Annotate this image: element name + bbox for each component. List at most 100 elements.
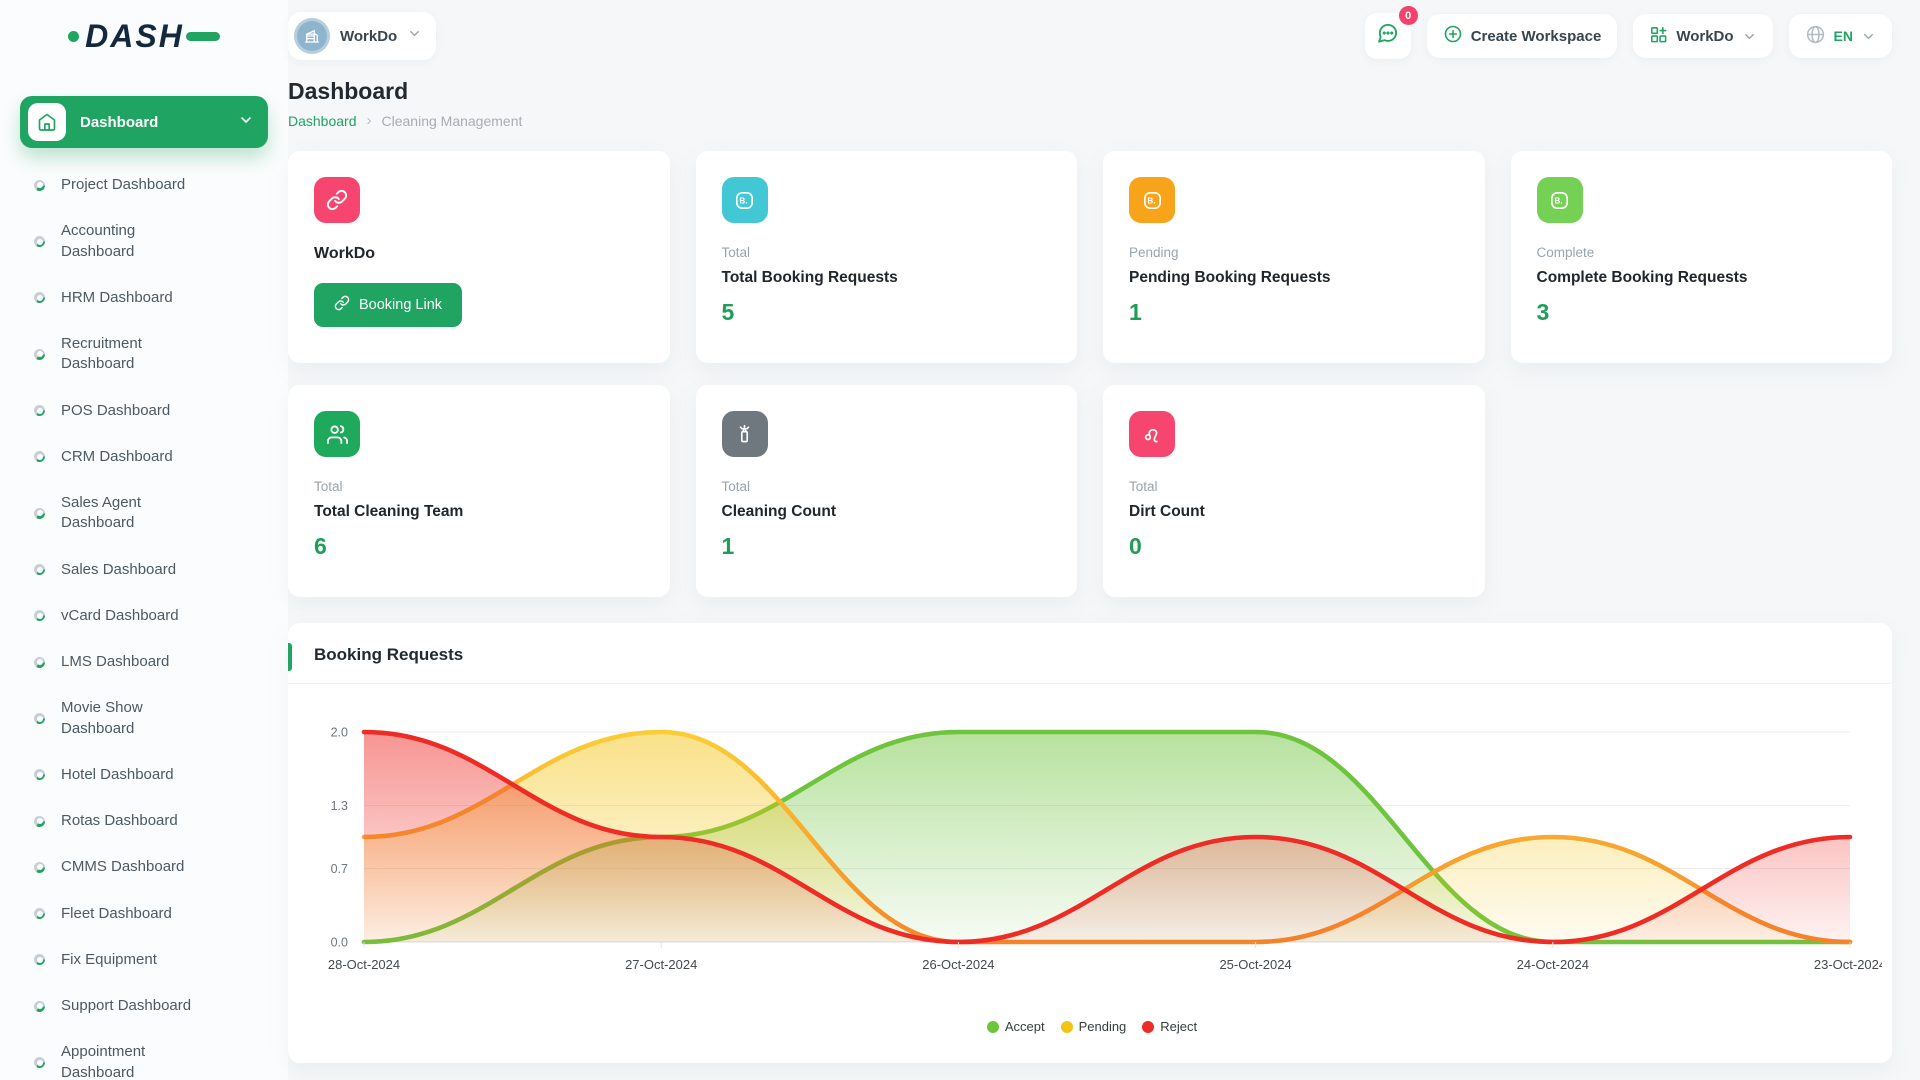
svg-text:2.0: 2.0 [331,726,348,740]
stat-value: 3 [1536,299,1550,325]
stat-card: B. Complete Complete Booking Requests 3 [1510,151,1892,363]
stat-card: Total Dirt Count 0 [1103,385,1485,597]
sidebar-item[interactable]: Recruitment Dashboard [20,321,268,388]
sidebar-item-label: Accounting Dashboard [61,222,136,260]
workspace-selector[interactable]: WorkDo [288,12,437,60]
sidebar-item-label: CMMS Dashboard [61,858,185,876]
workdo-card: WorkDo Booking Link [288,151,670,363]
chevron-down-icon [1742,29,1757,44]
dirt-icon [1129,411,1175,457]
home-icon [28,103,66,141]
create-workspace-label: Create Workspace [1470,27,1602,45]
bullet-icon [34,348,45,360]
sidebar-item-label: Sales Dashboard [61,560,177,578]
sidebar-item[interactable]: Rotas Dashboard [20,798,268,844]
sidebar-item[interactable]: Appointment Dashboard [20,1029,268,1080]
sidebar-item[interactable]: Support Dashboard [20,983,268,1029]
main-column: WorkDo 0 Create Workspace [288,0,1920,1080]
bullet-icon [34,292,45,304]
stat-title: Cleaning Count [721,503,837,520]
stat-value: 5 [721,299,735,325]
sidebar-item-label: Sales Agent Dashboard [61,494,142,532]
logo-dot-icon [68,30,80,42]
chat-icon [1376,22,1399,50]
bullet-icon [34,656,45,668]
stat-card: B. Pending Pending Booking Requests 1 [1103,151,1485,363]
legend-item-reject[interactable]: Reject [1142,1019,1197,1034]
sidebar-item[interactable]: CRM Dashboard [20,434,268,480]
language-menu-button[interactable]: EN [1788,14,1892,58]
sidebar-item[interactable]: Fix Equipment [20,937,268,983]
sidebar-item-label: Fleet Dashboard [61,904,172,922]
sidebar-item-label: Hotel Dashboard [61,765,174,783]
sidebar-item[interactable]: POS Dashboard [20,388,268,434]
bullet-icon [34,1057,45,1068]
svg-text:27-Oct-2024: 27-Oct-2024 [625,957,697,972]
sidebar-item[interactable]: Hotel Dashboard [20,752,268,798]
sidebar-item[interactable]: Accounting Dashboard [20,208,268,275]
create-workspace-button[interactable]: Create Workspace [1426,14,1618,58]
booking-requests-chart: 2.0 1.3 0.7 0.0 28-Oct-2024 27-Oct-2024 26-Oct… [302,710,1886,1015]
stat-card: Total Cleaning Count 1 [695,385,1077,597]
workspace-avatar [294,18,330,54]
breadcrumb-separator: › [366,112,372,129]
legend-dot-icon [986,1020,999,1033]
sidebar-active-label: Dashboard [80,113,159,131]
workspace-menu-label: WorkDo [1676,27,1734,45]
bullet-icon [34,861,45,873]
bullet-icon [34,908,45,920]
svg-text:B.: B. [1554,196,1562,205]
stat-value: 6 [314,533,327,559]
bullet-icon [34,713,45,724]
legend-dot-icon [1060,1020,1073,1033]
logo-dash-icon [185,31,220,41]
sidebar-item[interactable]: HRM Dashboard [20,275,268,321]
bullet-icon [34,769,45,781]
messages-button[interactable]: 0 [1364,6,1418,59]
plus-circle-icon [1443,24,1463,48]
sidebar-item[interactable]: Sales Dashboard [20,547,268,593]
svg-text:B.: B. [739,196,747,205]
stat-card: B. Total Total Booking Requests 5 [695,151,1077,363]
chart-body: 2.0 1.3 0.7 0.0 28-Oct-2024 27-Oct-2024 26-Oct… [288,684,1892,1035]
page-title: Dashboard [288,78,409,104]
sidebar-item-label: Appointment Dashboard [61,1043,146,1080]
workspace-menu-button[interactable]: WorkDo [1633,14,1773,58]
sidebar-item-label: Recruitment Dashboard [61,335,142,373]
svg-text:B.: B. [1147,196,1155,205]
sidebar-item[interactable]: Project Dashboard [20,162,268,208]
link-icon [334,295,350,315]
content: Dashboard Dashboard › Cleaning Managemen… [288,72,1920,1063]
area-chart-svg: 2.0 1.3 0.7 0.0 28-Oct-2024 27-Oct-2024 26-Oct… [328,726,1886,973]
stat-title: Complete Booking Requests [1536,269,1748,286]
chevron-down-icon [1861,29,1876,44]
stat-card: Total Total Cleaning Team 6 [288,385,670,597]
sidebar-item[interactable]: vCard Dashboard [20,593,268,639]
brand-logo: DASH [20,0,268,72]
stat-value: 0 [1129,533,1142,559]
sidebar-item[interactable]: Movie Show Dashboard [20,685,268,752]
sidebar-item-dashboard-active[interactable]: Dashboard [20,96,268,148]
booking-requests-chart-card: Booking Requests 2.0 1.3 0.7 0.0 28-Oct-2024… [288,623,1892,1063]
sidebar-item[interactable]: LMS Dashboard [20,639,268,685]
workdo-card-title: WorkDo [314,245,376,262]
sidebar-item-label: Project Dashboard [61,176,186,193]
sidebar-item[interactable]: CMMS Dashboard [20,844,268,890]
sidebar-item[interactable]: Fleet Dashboard [20,891,268,937]
svg-text:1.3: 1.3 [331,799,348,813]
booking-link-label: Booking Link [359,297,443,313]
svg-text:0.7: 0.7 [331,862,348,876]
booking-link-button[interactable]: Booking Link [314,283,463,327]
legend-item-accept[interactable]: Accept [986,1019,1045,1034]
breadcrumb-root-link[interactable]: Dashboard [288,112,357,129]
link-icon [314,177,360,223]
spray-icon [721,411,768,457]
sidebar-item[interactable]: Sales Agent Dashboard [20,480,268,547]
booking-icon: B. [1129,177,1175,223]
legend-item-pending[interactable]: Pending [1060,1019,1126,1034]
bullet-icon [34,236,45,247]
svg-text:23-Oct-2024: 23-Oct-2024 [1814,957,1882,972]
legend-dot-icon [1142,1020,1155,1033]
stat-kicker: Total [1129,479,1158,494]
